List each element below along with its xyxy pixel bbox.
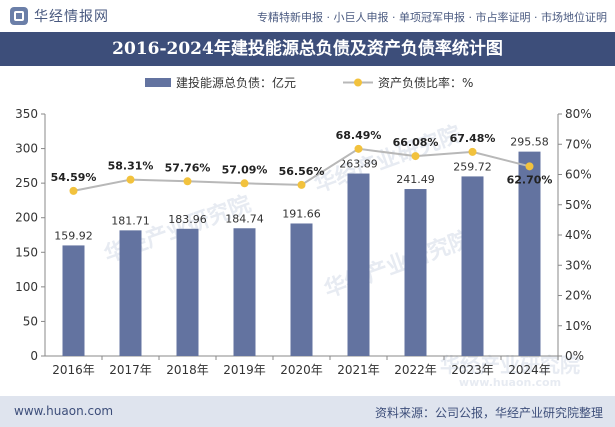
bar bbox=[347, 173, 370, 356]
y-right-tick-label: 20% bbox=[565, 289, 592, 303]
ratio-point bbox=[69, 186, 78, 195]
ratio-point bbox=[297, 180, 306, 189]
ratio-point bbox=[354, 144, 363, 153]
bar bbox=[404, 189, 427, 356]
y-right-tick-label: 40% bbox=[565, 228, 592, 242]
chart-title: 2016-2024年建投能源总负债及资产负债率统计图 bbox=[112, 39, 503, 59]
ratio-value-label: 66.08% bbox=[393, 136, 439, 149]
y-right-tick-label: 50% bbox=[565, 198, 592, 212]
ratio-value-label: 54.59% bbox=[51, 171, 97, 184]
ratio-point bbox=[411, 152, 420, 161]
ratio-value-label: 58.31% bbox=[108, 160, 154, 173]
footer-url[interactable]: www.huaon.com bbox=[14, 404, 114, 418]
y-left-tick-label: 0 bbox=[30, 349, 38, 363]
bar bbox=[233, 228, 256, 356]
ratio-value-label: 62.70% bbox=[507, 173, 553, 186]
watermark-url: www.huaon.com bbox=[459, 376, 561, 389]
bar-value-label: 241.49 bbox=[396, 173, 435, 186]
x-tick-label: 2024年 bbox=[508, 363, 551, 377]
bar-value-label: 295.58 bbox=[510, 136, 549, 149]
footer-source: 资料来源：公司公报，华经产业研究院整理 bbox=[374, 406, 603, 420]
y-right-tick-label: 10% bbox=[565, 319, 592, 333]
legend-label-bar: 建投能源总负债：亿元 bbox=[176, 75, 296, 90]
ratio-value-label: 56.56% bbox=[279, 165, 325, 178]
x-tick-label: 2021年 bbox=[337, 363, 380, 377]
bar-value-label: 184.74 bbox=[225, 212, 264, 225]
bar bbox=[62, 245, 85, 356]
y-right-tick-label: 60% bbox=[565, 168, 592, 182]
ratio-point bbox=[126, 175, 135, 184]
logo-icon bbox=[10, 7, 28, 25]
y-left-tick-label: 250 bbox=[15, 176, 38, 190]
watermark-text: 华经产业研究院 bbox=[311, 121, 465, 198]
legend-label-line: 资产负债比率：% bbox=[378, 75, 473, 90]
y-right-tick-label: 70% bbox=[565, 137, 592, 151]
y-left-tick-label: 200 bbox=[15, 211, 38, 225]
y-right-tick-label: 0% bbox=[565, 349, 584, 363]
title-bar: 2016-2024年建投能源总负债及资产负债率统计图 bbox=[0, 32, 615, 66]
y-left-tick-label: 300 bbox=[15, 142, 38, 156]
bar-value-label: 181.71 bbox=[111, 214, 150, 227]
footer: www.huaon.com 资料来源：公司公报，华经产业研究院整理 bbox=[0, 396, 615, 427]
legend-swatch-bar bbox=[145, 78, 171, 87]
bar-value-label: 259.72 bbox=[453, 160, 492, 173]
bar-value-label: 159.92 bbox=[54, 229, 93, 242]
watermark-text: 华经产业研究院 bbox=[440, 353, 580, 377]
ratio-value-label: 57.76% bbox=[165, 161, 211, 174]
legend-marker bbox=[354, 78, 362, 87]
ratio-point bbox=[468, 147, 477, 156]
bar bbox=[119, 230, 142, 356]
ratio-value-label: 67.48% bbox=[450, 132, 496, 145]
y-right-tick-label: 30% bbox=[565, 258, 592, 272]
y-left-tick-label: 350 bbox=[15, 107, 38, 121]
bar-value-label: 263.89 bbox=[339, 158, 378, 171]
tagline: 专精特新申报 · 小巨人申报 · 单项冠军申报 · 市占率证明 · 市场地位证明 bbox=[257, 11, 607, 24]
y-left-tick-label: 150 bbox=[15, 245, 38, 259]
bar-value-label: 191.66 bbox=[282, 207, 321, 220]
bar-value-label: 183.96 bbox=[168, 213, 207, 226]
y-right-tick-label: 80% bbox=[565, 107, 592, 121]
chart-area: 华经产业研究院华经产业研究院华经产业研究院华经产业研究院www.huaon.co… bbox=[15, 75, 592, 389]
watermark-text: 华经产业研究院 bbox=[321, 226, 475, 303]
x-tick-label: 2019年 bbox=[223, 363, 266, 377]
bar bbox=[461, 176, 484, 356]
x-tick-label: 2023年 bbox=[451, 363, 494, 377]
logo-text: 华经情报网 bbox=[34, 9, 109, 25]
x-tick-label: 2016年 bbox=[52, 363, 95, 377]
x-tick-label: 2018年 bbox=[166, 363, 209, 377]
ratio-point bbox=[525, 162, 534, 171]
x-tick-label: 2022年 bbox=[394, 363, 437, 377]
ratio-value-label: 57.09% bbox=[222, 163, 268, 176]
ratio-point bbox=[240, 179, 249, 188]
bar bbox=[176, 228, 199, 356]
ratio-point bbox=[183, 177, 192, 186]
x-tick-label: 2020年 bbox=[280, 363, 323, 377]
bar bbox=[518, 151, 541, 356]
bar bbox=[290, 223, 313, 356]
x-tick-label: 2017年 bbox=[109, 363, 152, 377]
ratio-value-label: 68.49% bbox=[336, 129, 382, 142]
logo[interactable]: 华经情报网 bbox=[10, 6, 109, 26]
y-left-tick-label: 50 bbox=[23, 314, 38, 328]
top-banner: 华经情报网 专精特新申报 · 小巨人申报 · 单项冠军申报 · 市占率证明 · … bbox=[0, 0, 615, 32]
y-left-tick-label: 100 bbox=[15, 280, 38, 294]
